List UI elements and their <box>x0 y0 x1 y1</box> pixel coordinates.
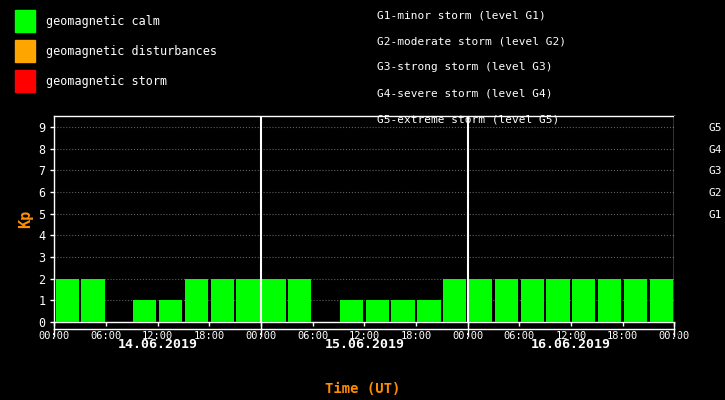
Bar <box>211 279 234 322</box>
Bar <box>494 279 518 322</box>
Text: G4-severe storm (level G4): G4-severe storm (level G4) <box>377 88 552 98</box>
Text: 15.06.2019: 15.06.2019 <box>324 338 405 350</box>
Bar <box>365 300 389 322</box>
Bar <box>650 279 673 322</box>
Bar <box>185 279 208 322</box>
Text: G3-strong storm (level G3): G3-strong storm (level G3) <box>377 62 552 72</box>
Bar <box>598 279 621 322</box>
Text: 14.06.2019: 14.06.2019 <box>117 338 198 350</box>
Bar <box>56 279 79 322</box>
Bar <box>572 279 595 322</box>
Bar <box>288 279 311 322</box>
Text: G5-extreme storm (level G5): G5-extreme storm (level G5) <box>377 114 559 124</box>
Text: 16.06.2019: 16.06.2019 <box>531 338 611 350</box>
Text: G1-minor storm (level G1): G1-minor storm (level G1) <box>377 10 546 20</box>
Bar <box>340 300 363 322</box>
Bar <box>133 300 157 322</box>
Text: geomagnetic disturbances: geomagnetic disturbances <box>46 44 217 58</box>
Bar <box>392 300 415 322</box>
Bar <box>262 279 286 322</box>
Text: geomagnetic storm: geomagnetic storm <box>46 74 167 88</box>
Y-axis label: Kp: Kp <box>17 210 33 228</box>
Bar <box>159 300 182 322</box>
Bar <box>624 279 647 322</box>
Text: G2-moderate storm (level G2): G2-moderate storm (level G2) <box>377 36 566 46</box>
Bar <box>418 300 441 322</box>
Text: Time (UT): Time (UT) <box>325 382 400 396</box>
Bar <box>81 279 104 322</box>
Bar <box>547 279 570 322</box>
Bar <box>521 279 544 322</box>
Bar <box>236 279 260 322</box>
Bar <box>469 279 492 322</box>
Bar <box>443 279 466 322</box>
Text: geomagnetic calm: geomagnetic calm <box>46 14 160 28</box>
